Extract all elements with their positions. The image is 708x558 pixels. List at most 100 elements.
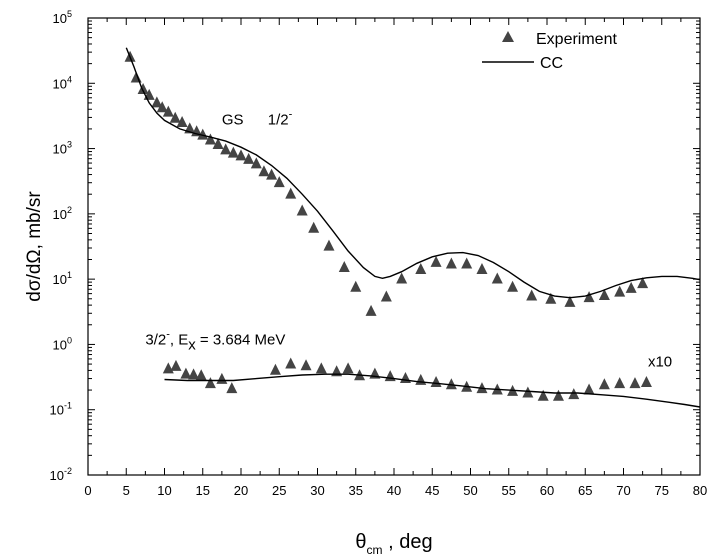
experiment-point: [156, 101, 168, 113]
experiment-point: [250, 157, 262, 169]
experiment-point: [476, 263, 488, 275]
experiment-point: [415, 263, 427, 275]
experiment-point: [204, 377, 216, 389]
experiment-point: [315, 362, 327, 374]
x-tick-label: 30: [310, 483, 324, 498]
x-tick-label: 0: [84, 483, 91, 498]
experiment-point: [380, 290, 392, 302]
x-tick-label: 25: [272, 483, 286, 498]
experiment-point: [216, 372, 228, 384]
experiment-point: [445, 378, 457, 390]
experiment-point: [491, 272, 503, 284]
experiment-point: [212, 138, 224, 150]
x-tick-label: 5: [123, 483, 130, 498]
y-tick-label: 104: [53, 74, 72, 91]
annotations: GS 1/2- 3/2-, Ex = 3.684 MeV x10: [145, 108, 672, 370]
x-tick-label: 15: [196, 483, 210, 498]
experiment-point: [169, 111, 181, 123]
plot-series: [124, 47, 701, 408]
x-tick-label: 40: [387, 483, 401, 498]
experiment-point: [323, 239, 335, 251]
experiment-point: [296, 204, 308, 216]
y-tick-label: 103: [53, 140, 72, 157]
experiment-point: [640, 376, 652, 388]
cc-curve: [164, 373, 701, 408]
experiment-point: [176, 115, 188, 127]
experiment-point: [137, 83, 149, 95]
experiment-point: [342, 362, 354, 374]
experiment-point: [162, 105, 174, 117]
experiment-point: [430, 255, 442, 267]
experiment-point: [226, 382, 238, 394]
experiment-point: [266, 168, 278, 180]
experiment-point: [285, 357, 297, 369]
experiment-point: [269, 363, 281, 375]
excited-state-label: 3/2-, Ex = 3.684 MeV: [145, 328, 285, 353]
x-tick-label: 60: [540, 483, 554, 498]
experiment-point: [338, 261, 350, 273]
y-tick-label: 10-1: [50, 401, 72, 418]
x-tick-label: 75: [655, 483, 669, 498]
experiment-point: [583, 291, 595, 303]
legend-label: CC: [540, 55, 563, 72]
scale-factor-label: x10: [648, 353, 672, 370]
y-tick-label: 100: [53, 335, 72, 352]
experiment-point: [258, 165, 270, 177]
experiment-point: [195, 369, 207, 381]
experiment-point: [197, 128, 209, 140]
experiment-point: [545, 292, 557, 304]
experiment-point: [350, 280, 362, 292]
experiment-point: [204, 133, 216, 145]
legend-triangle-marker: [502, 31, 514, 42]
x-tick-label: 80: [693, 483, 707, 498]
legend-label: Experiment: [536, 31, 617, 48]
experiment-point: [552, 389, 564, 401]
x-tick-label: 50: [463, 483, 477, 498]
cc-curve: [125, 47, 701, 299]
legend: Experiment CC: [482, 31, 617, 72]
y-axis-label: dσ/dΩ, mb/sr: [24, 191, 45, 302]
experiment-point: [180, 367, 192, 379]
gs-spin-label: 1/2-: [268, 108, 293, 128]
y-tick-label: 102: [53, 205, 72, 222]
y-tick-label: 10-2: [50, 466, 72, 483]
axis-labels: θcm , deg dσ/dΩ, mb/sr: [24, 191, 433, 557]
experiment-point: [415, 373, 427, 385]
experiment-point: [598, 288, 610, 300]
experiment-point: [430, 376, 442, 388]
experiment-point: [625, 281, 637, 293]
experiment-point: [629, 377, 641, 389]
x-tick-label: 35: [349, 483, 363, 498]
x-tick-label: 70: [616, 483, 630, 498]
experiment-point: [365, 304, 377, 316]
experiment-point: [188, 368, 200, 380]
experiment-point: [537, 389, 549, 401]
experiment-point: [598, 378, 610, 390]
y-tick-label: 101: [53, 270, 72, 287]
experiment-point: [526, 289, 538, 301]
x-tick-label: 45: [425, 483, 439, 498]
y-tick-label: 105: [53, 9, 72, 26]
experiment-point: [396, 272, 408, 284]
tick-labels: 0 5 10 15 20 25 30 35 40 45 50 55 60 65 70 75 80 10-2 10-1…: [50, 9, 708, 498]
experiment-point: [273, 176, 285, 188]
experiment-point: [461, 257, 473, 269]
experiment-point: [564, 295, 576, 307]
experiment-point: [285, 187, 297, 199]
experiment-point: [170, 359, 182, 371]
x-tick-label: 20: [234, 483, 248, 498]
experiment-point: [243, 152, 255, 164]
experiment-point: [384, 370, 396, 382]
experiment-point: [308, 221, 320, 233]
experiment-point: [614, 285, 626, 297]
axis-ticks: [87, 17, 701, 476]
experiment-point: [300, 359, 312, 371]
experiment-point: [220, 143, 232, 155]
experiment-point: [507, 280, 519, 292]
plot-frame: [87, 17, 701, 476]
gs-label: GS: [222, 111, 244, 128]
x-tick-label: 10: [157, 483, 171, 498]
experiment-point: [614, 377, 626, 389]
experiment-point: [637, 277, 649, 289]
